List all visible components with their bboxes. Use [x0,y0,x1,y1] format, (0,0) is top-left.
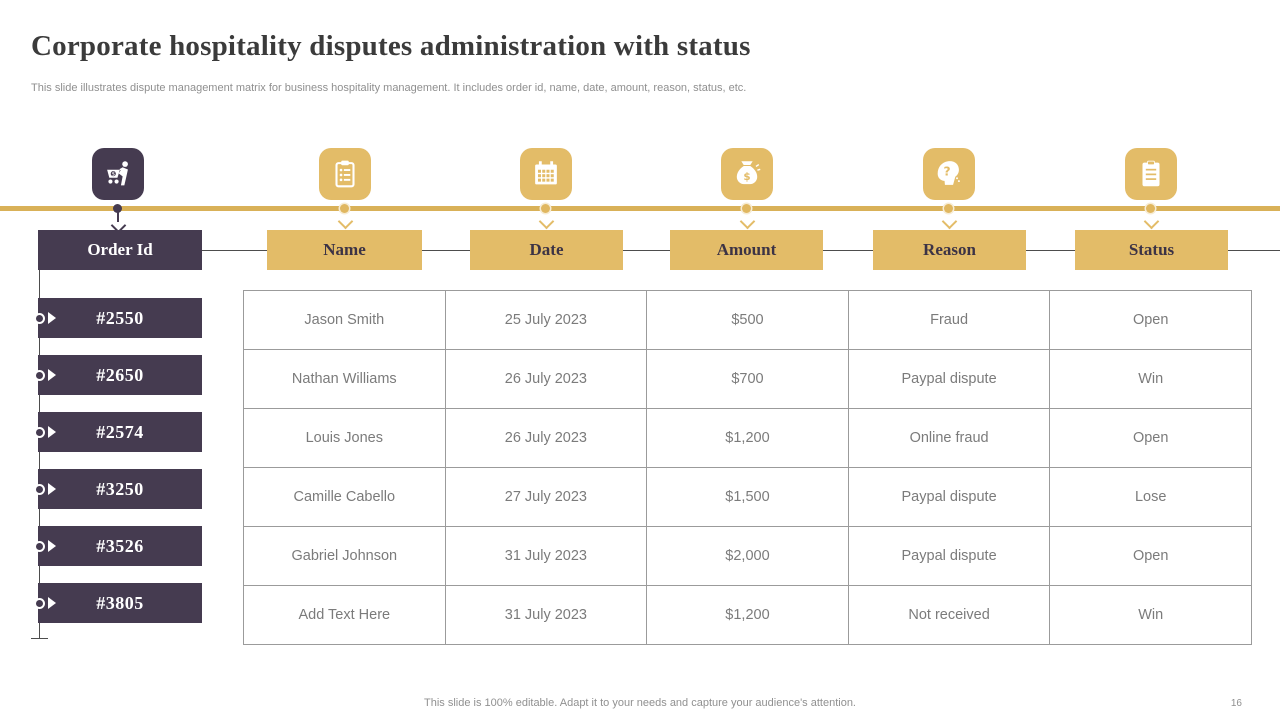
cell-status: Win [1049,585,1252,645]
svg-text:?: ? [944,164,951,178]
footer-note: This slide is 100% editable. Adapt it to… [424,697,856,709]
timeline-dot [541,204,550,213]
chevron-down-icon [337,213,354,230]
disputes-table: Jason Smith 25 July 2023 $500 Fraud Open… [243,290,1252,645]
cell-amount: $1,200 [646,408,849,468]
cell-reason: Online fraud [847,408,1051,468]
play-arrow-icon [48,426,56,438]
column-header-status: Status [1075,230,1228,270]
cell-reason: Not received [847,585,1051,645]
order-id-item: #3250 [34,469,202,509]
cell-reason: Fraud [847,290,1051,350]
cell-name: Camille Cabello [243,467,446,527]
order-id-item: #2650 [34,355,202,395]
circle-marker-icon [34,598,45,609]
play-arrow-icon [48,369,56,381]
order-id-spine-tick [31,638,48,639]
cell-name: Louis Jones [243,408,446,468]
cell-name: Jason Smith [243,290,446,350]
column-header-name: Name [267,230,422,270]
cell-status: Win [1049,349,1252,409]
play-arrow-icon [48,597,56,609]
cell-name: Nathan Williams [243,349,446,409]
clipboard-list-icon [319,148,371,200]
order-id-item: #3526 [34,526,202,566]
table-row: Louis Jones 26 July 2023 $1,200 Online f… [243,408,1252,468]
cell-amount: $700 [646,349,849,409]
money-bag-icon: $ [721,148,773,200]
cell-date: 27 July 2023 [444,467,648,527]
circle-marker-icon [34,484,45,495]
order-id-item: #2550 [34,298,202,338]
cell-status: Open [1049,526,1252,586]
column-header-date: Date [470,230,623,270]
cell-name: Add Text Here [243,585,446,645]
page-title: Corporate hospitality disputes administr… [31,30,751,62]
cell-date: 26 July 2023 [444,408,648,468]
table-row: Nathan Williams 26 July 2023 $700 Paypal… [243,349,1252,409]
brain-question-icon: ? [923,148,975,200]
play-arrow-icon [48,483,56,495]
cell-amount: $1,500 [646,467,849,527]
clipboard-status-icon [1125,148,1177,200]
cell-reason: Paypal dispute [847,467,1051,527]
cell-amount: $500 [646,290,849,350]
calendar-icon [520,148,572,200]
order-id-label: #2574 [96,422,144,442]
column-header-order-id: Order Id [38,230,202,270]
page-subtitle: This slide illustrates dispute managemen… [31,82,747,94]
timeline-dot [944,204,953,213]
circle-marker-icon [34,313,45,324]
chevron-down-icon [1143,213,1160,230]
cell-reason: Paypal dispute [847,349,1051,409]
timeline-dot [340,204,349,213]
cell-date: 31 July 2023 [444,585,648,645]
cell-date: 25 July 2023 [444,290,648,350]
circle-marker-icon [34,541,45,552]
play-arrow-icon [48,312,56,324]
column-header-reason: Reason [873,230,1026,270]
timeline-dot [1146,204,1155,213]
play-arrow-icon [48,540,56,552]
cell-date: 31 July 2023 [444,526,648,586]
svg-text:$: $ [111,172,115,178]
column-header-amount: Amount [670,230,823,270]
circle-marker-icon [34,427,45,438]
page-number: 16 [1230,698,1242,709]
table-row: Jason Smith 25 July 2023 $500 Fraud Open [243,290,1252,350]
table-row: Gabriel Johnson 31 July 2023 $2,000 Payp… [243,526,1252,586]
chevron-down-icon [739,213,756,230]
cart-person-icon: $ [92,148,144,200]
order-id-label: #3805 [96,593,144,613]
cell-status: Lose [1049,467,1252,527]
cell-date: 26 July 2023 [444,349,648,409]
order-id-spine [39,270,40,638]
cell-name: Gabriel Johnson [243,526,446,586]
cell-amount: $2,000 [646,526,849,586]
cell-status: Open [1049,408,1252,468]
cell-reason: Paypal dispute [847,526,1051,586]
cell-amount: $1,200 [646,585,849,645]
timeline-dot [113,204,122,213]
timeline-dot [742,204,751,213]
cell-status: Open [1049,290,1252,350]
order-id-label: #2650 [96,365,144,385]
timeline-stem [117,211,119,222]
table-row: Camille Cabello 27 July 2023 $1,500 Payp… [243,467,1252,527]
timeline-bar [0,206,1280,211]
order-id-label: #3526 [96,536,144,556]
svg-text:$: $ [743,171,750,183]
chevron-down-icon [941,213,958,230]
order-id-label: #2550 [96,308,144,328]
order-id-label: #3250 [96,479,144,499]
chevron-down-icon [538,213,555,230]
circle-marker-icon [34,370,45,381]
table-row: Add Text Here 31 July 2023 $1,200 Not re… [243,585,1252,645]
order-id-item: #2574 [34,412,202,452]
order-id-item: #3805 [34,583,202,623]
